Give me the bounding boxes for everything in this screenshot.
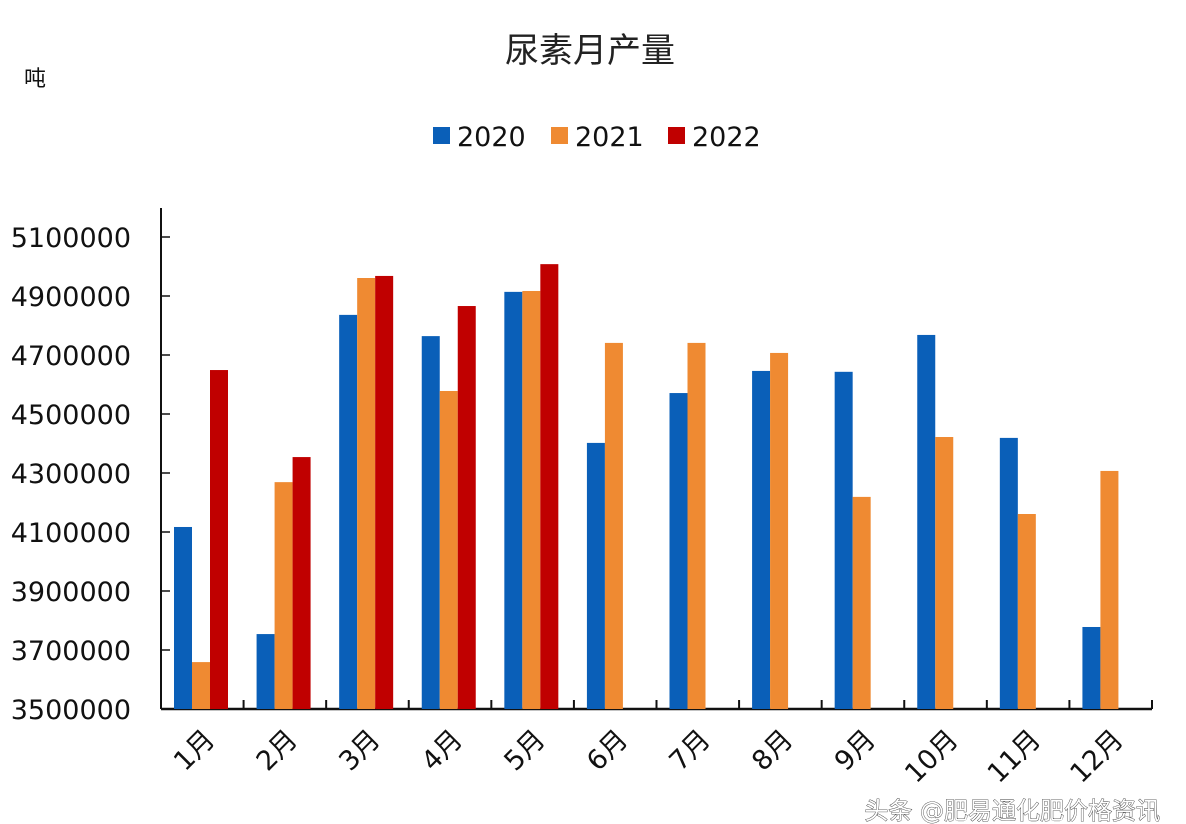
bar-2021-12月 bbox=[1100, 470, 1119, 709]
bar-2020-9月 bbox=[834, 371, 853, 709]
legend-label-2022: 2022 bbox=[692, 122, 761, 153]
bar-2022-1月 bbox=[210, 370, 228, 709]
x-tick-label: 9月 bbox=[829, 724, 882, 777]
legend-label-2020: 2020 bbox=[457, 122, 526, 153]
x-tick-label: 1月 bbox=[168, 724, 221, 777]
bar-2020-11月 bbox=[999, 437, 1018, 709]
y-tick-label: 4900000 bbox=[11, 282, 131, 313]
legend-label-2021: 2021 bbox=[575, 122, 644, 153]
y-tick-label: 4500000 bbox=[11, 400, 131, 431]
y-axis-unit: 吨 bbox=[24, 67, 46, 92]
bar-2021-7月 bbox=[687, 342, 706, 709]
bar-2020-4月 bbox=[421, 336, 440, 709]
bar-2021-2月 bbox=[274, 482, 293, 709]
x-axis: 1月 2月 3月 4月 5月 6月 7月 8月 9月 10月 11月 12月 bbox=[160, 700, 1153, 789]
bars bbox=[174, 264, 1119, 709]
bar-2020-8月 bbox=[752, 370, 771, 709]
bar-2020-2月 bbox=[256, 634, 275, 709]
bar-2021-1月 bbox=[192, 662, 210, 709]
bar-2020-6月 bbox=[586, 442, 605, 709]
bar-2022-3月 bbox=[375, 275, 394, 709]
legend: 2020 2021 2022 bbox=[433, 122, 761, 153]
bar-2021-3月 bbox=[357, 278, 376, 709]
x-tick-label: 3月 bbox=[333, 724, 386, 777]
x-tick-label: 4月 bbox=[416, 724, 469, 777]
legend-swatch-2022 bbox=[668, 127, 685, 144]
bar-2021-9月 bbox=[852, 496, 871, 709]
y-tick-label: 4700000 bbox=[11, 341, 131, 372]
x-tick-label: 11月 bbox=[982, 724, 1047, 789]
y-tick-label: 4100000 bbox=[11, 518, 131, 549]
y-tick-label: 4300000 bbox=[11, 459, 131, 490]
x-tick-label: 12月 bbox=[1064, 724, 1129, 789]
x-tick-label: 2月 bbox=[251, 724, 304, 777]
y-tick-label: 3900000 bbox=[11, 577, 131, 608]
bar-2021-6月 bbox=[604, 342, 623, 709]
y-axis: 3500000 3700000 3900000 4100000 4300000 45000… bbox=[11, 208, 170, 726]
x-tick-label: 5月 bbox=[498, 724, 551, 777]
bar-2022-4月 bbox=[457, 306, 476, 709]
bar-2021-4月 bbox=[439, 390, 458, 709]
x-tick-label: 7月 bbox=[664, 724, 717, 777]
bar-2021-11月 bbox=[1017, 514, 1036, 709]
bar-2022-5月 bbox=[540, 264, 559, 709]
bar-2020-5月 bbox=[504, 291, 523, 709]
bar-2021-10月 bbox=[935, 437, 954, 709]
bar-2020-7月 bbox=[669, 393, 688, 709]
legend-swatch-2020 bbox=[433, 127, 450, 144]
chart-title: 尿素月产量 bbox=[505, 31, 675, 71]
bar-2021-8月 bbox=[770, 352, 789, 709]
y-tick-label: 3500000 bbox=[11, 695, 131, 726]
watermark: 头条 @肥易通化肥价格资讯 bbox=[864, 797, 1160, 824]
x-tick-label: 6月 bbox=[581, 724, 634, 777]
bar-2021-5月 bbox=[522, 290, 541, 709]
bar-2020-3月 bbox=[339, 314, 358, 709]
bar-2022-2月 bbox=[292, 457, 311, 709]
x-tick-label: 8月 bbox=[746, 724, 799, 777]
y-tick-label: 5100000 bbox=[11, 223, 131, 254]
bar-2020-1月 bbox=[174, 526, 192, 709]
y-tick-label: 3700000 bbox=[11, 636, 131, 667]
bar-2020-10月 bbox=[917, 334, 936, 709]
legend-swatch-2021 bbox=[551, 127, 568, 144]
bar-2020-12月 bbox=[1082, 626, 1101, 709]
x-tick-label: 10月 bbox=[899, 724, 964, 789]
